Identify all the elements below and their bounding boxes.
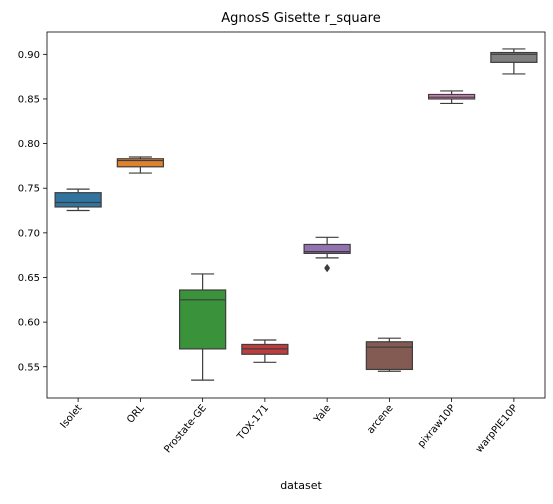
- box-Isolet: [54, 188, 102, 212]
- y-axis: 0.55 0.60 0.65 0.70 0.75 0.80 0.85 0.90: [18, 50, 47, 373]
- outlier-point: [324, 263, 330, 272]
- chart-title: AgnosS Gisette r_square: [221, 11, 380, 26]
- x-tick-label: pixraw10P: [416, 403, 458, 450]
- y-tick-label: 0.60: [18, 318, 40, 329]
- plot-frame: [46, 31, 546, 399]
- iqr-box: [490, 51, 538, 63]
- box-TOX-171: [241, 339, 289, 363]
- y-tick-label: 0.85: [18, 94, 40, 105]
- box-Yale: [303, 236, 351, 273]
- y-tick-label: 0.75: [18, 184, 40, 195]
- y-tick-label: 0.65: [18, 273, 40, 284]
- iqr-box: [54, 192, 102, 208]
- iqr-box: [178, 289, 227, 350]
- y-tick-label: 0.70: [18, 228, 40, 239]
- plot-area: [54, 48, 538, 381]
- x-tick-label: Isolet: [59, 403, 85, 431]
- iqr-box: [365, 341, 414, 371]
- iqr-box: [303, 243, 351, 254]
- box-warpPIE10P: [490, 48, 538, 75]
- y-tick-label: 0.55: [18, 362, 40, 373]
- x-tick-label: Yale: [312, 403, 334, 426]
- box-pixraw10P: [427, 90, 476, 105]
- x-tick-label: arcene: [365, 403, 395, 436]
- x-axis: Isolet ORL Prostate-GE TOX-171 Yale arcene pix…: [59, 398, 520, 455]
- y-tick-label: 0.90: [18, 50, 40, 61]
- x-tick-label: warpPIE10P: [474, 403, 520, 455]
- x-axis-label: dataset: [280, 479, 322, 492]
- box-Prostate-GE: [178, 273, 227, 381]
- x-tick-label: Prostate-GE: [162, 403, 209, 455]
- x-tick-label: TOX-171: [235, 403, 271, 443]
- y-tick-label: 0.80: [18, 139, 40, 150]
- x-tick-label: ORL: [125, 403, 147, 426]
- iqr-box: [116, 158, 165, 168]
- box-ORL: [116, 156, 165, 174]
- box-arcene: [365, 337, 414, 372]
